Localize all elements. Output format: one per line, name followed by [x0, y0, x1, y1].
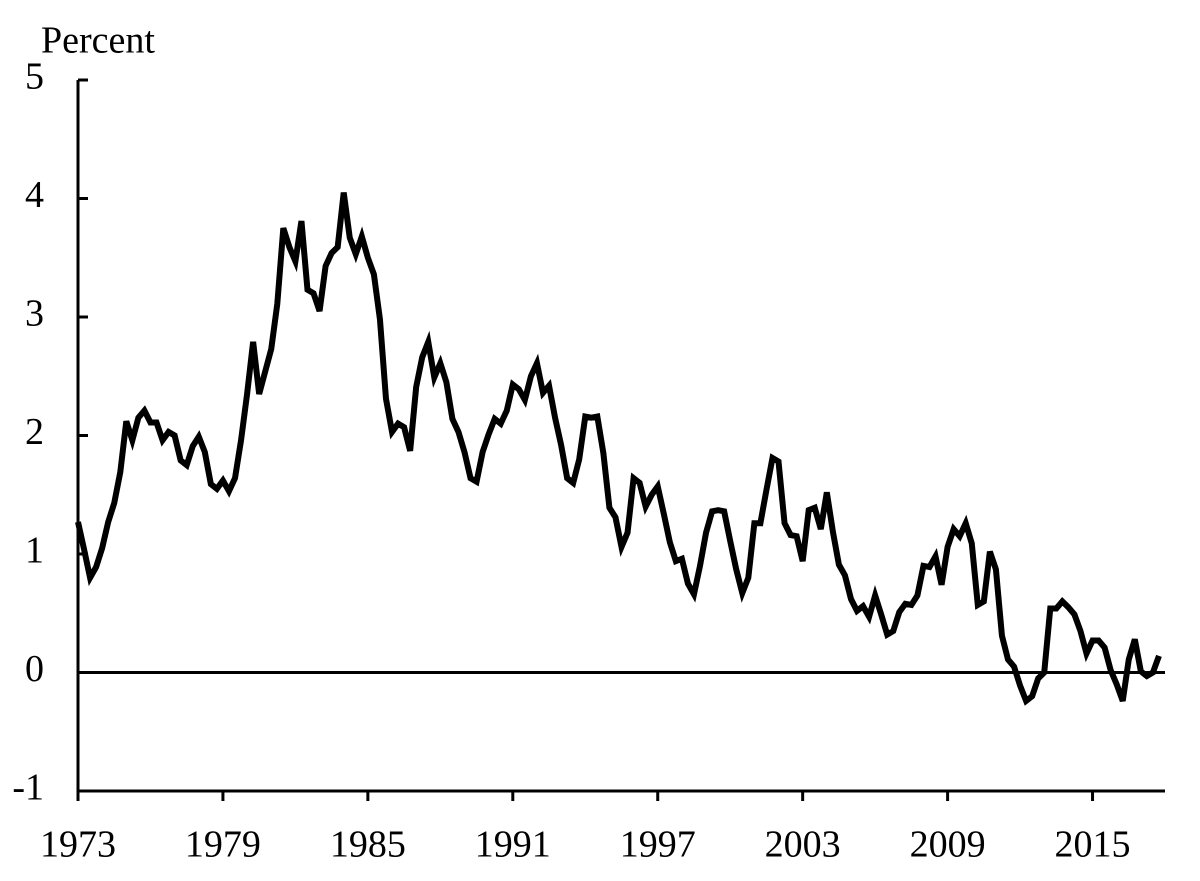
y-tick-label: 3: [25, 293, 44, 335]
x-tick-label: 1991: [475, 824, 551, 866]
x-tick-label: 1973: [40, 824, 116, 866]
x-tick-label: 2009: [910, 824, 986, 866]
y-tick-label: -1: [12, 767, 44, 809]
x-tick-label: 2015: [1055, 824, 1131, 866]
data-line: [75, 192, 1162, 706]
y-tick-label: 0: [25, 648, 44, 690]
x-tick-label: 2003: [765, 824, 841, 866]
y-tick-label: 4: [25, 174, 44, 216]
y-axis-label: Percent: [41, 20, 155, 62]
x-tick-label: 1997: [620, 824, 696, 866]
y-tick-label: 1: [25, 530, 44, 572]
x-tick-label: 1985: [330, 824, 406, 866]
x-tick-label: 1979: [185, 824, 261, 866]
y-tick-label: 5: [25, 56, 44, 98]
y-tick-label: 2: [25, 411, 44, 453]
